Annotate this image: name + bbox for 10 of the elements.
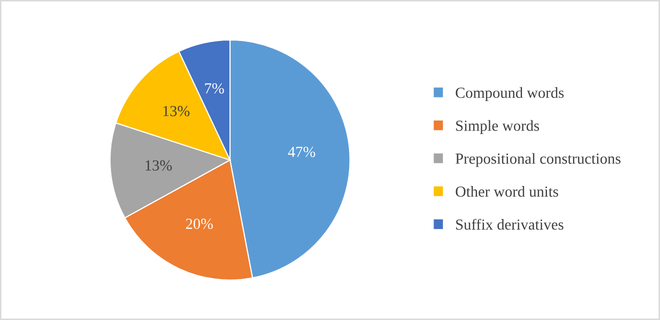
legend-label: Simple words bbox=[456, 120, 540, 134]
data-label: 13% bbox=[163, 106, 190, 116]
legend-label: Other word units bbox=[456, 186, 558, 197]
data-label: 7% bbox=[205, 83, 224, 94]
legend-label: Prepositional constructions bbox=[456, 153, 620, 167]
legend-label: Compound words bbox=[456, 87, 564, 102]
data-label: 47% bbox=[288, 146, 316, 158]
data-label: 20% bbox=[186, 218, 213, 230]
legend-label: Suffix derivatives bbox=[456, 218, 564, 230]
data-label: 13% bbox=[146, 160, 172, 171]
